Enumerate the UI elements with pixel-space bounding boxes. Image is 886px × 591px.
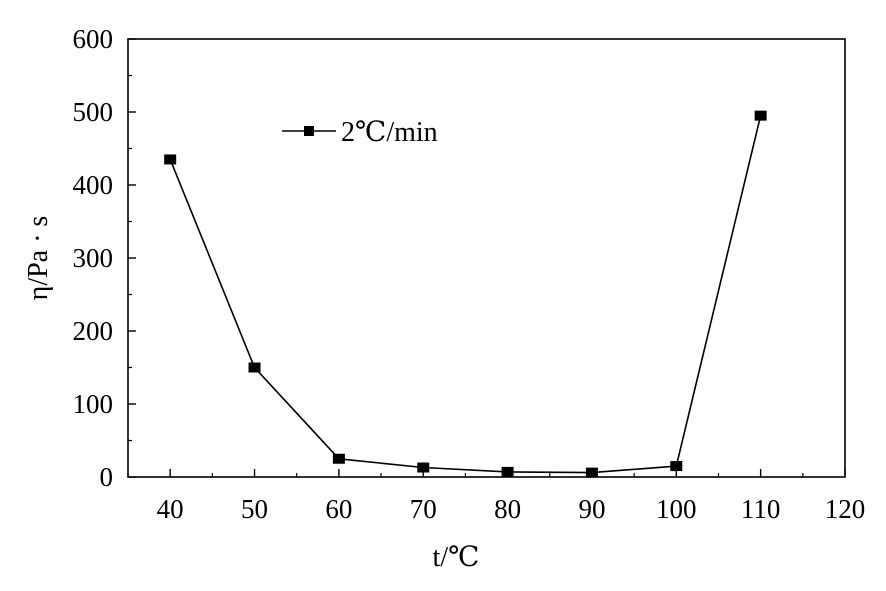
y-tick-label: 100 (73, 389, 114, 419)
y-tick-label: 0 (100, 462, 114, 492)
x-tick-label: 80 (494, 494, 521, 524)
plot-frame (127, 38, 846, 478)
x-tick-label: 70 (410, 494, 437, 524)
data-point (332, 453, 345, 464)
series-layer (164, 110, 767, 478)
y-axis-ticks: 0 100 200 300 400 500 600 (73, 24, 136, 492)
data-point (501, 466, 514, 477)
data-point (670, 461, 683, 472)
x-tick-label: 100 (656, 494, 697, 524)
data-point (754, 110, 767, 121)
data-point (164, 154, 177, 165)
x-axis-ticks: 40 50 60 70 80 90 100 110 120 (127, 469, 866, 524)
x-axis-title: t/℃ (433, 542, 480, 573)
x-tick-label: 60 (325, 494, 352, 524)
y-tick-label: 400 (73, 170, 114, 200)
x-tick-label: 120 (825, 494, 866, 524)
data-point (417, 462, 430, 473)
legend: 2℃/min (282, 117, 438, 148)
legend-marker (304, 126, 314, 136)
series-line (169, 115, 762, 474)
x-tick-label: 110 (741, 494, 781, 524)
y-axis-title: η/Pa · s (23, 216, 54, 301)
legend-label: 2℃/min (341, 117, 438, 148)
y-tick-label: 300 (73, 243, 114, 273)
y-tick-label: 200 (73, 316, 114, 346)
x-tick-label: 50 (241, 494, 268, 524)
y-tick-label: 600 (73, 24, 114, 54)
y-tick-label: 500 (73, 97, 114, 127)
data-point (585, 467, 598, 478)
x-tick-label: 90 (578, 494, 605, 524)
data-point (248, 362, 261, 373)
x-tick-label: 40 (157, 494, 184, 524)
